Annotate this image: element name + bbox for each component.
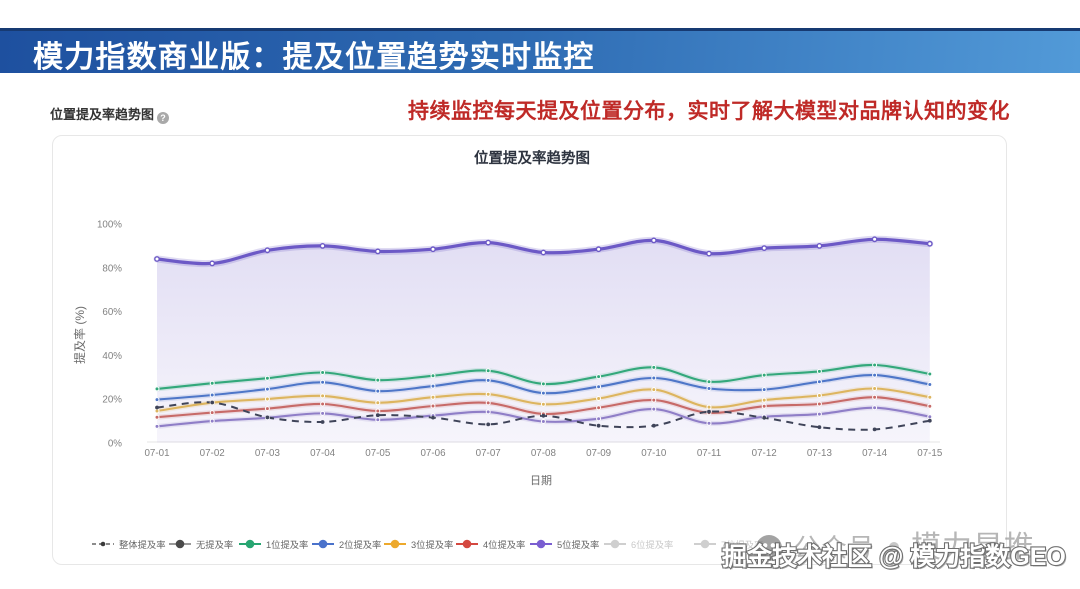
svg-text:07-03: 07-03 [255,448,281,459]
svg-text:提及率 (%): 提及率 (%) [72,306,87,364]
svg-text:7位提及率: 7位提及率 [721,539,763,550]
svg-text:07-02: 07-02 [200,448,225,459]
svg-text:07-10: 07-10 [641,448,667,459]
svg-text:6位提及率: 6位提及率 [631,539,673,550]
svg-text:07-12: 07-12 [752,448,777,459]
svg-text:60%: 60% [102,307,122,318]
svg-text:07-07: 07-07 [476,448,501,459]
svg-text:1位提及率: 1位提及率 [266,539,308,550]
svg-text:100%: 100% [97,220,122,231]
svg-text:位置提及率趋势图: 位置提及率趋势图 [474,149,590,167]
svg-text:07-01: 07-01 [144,448,169,459]
svg-text:4位提及率: 4位提及率 [483,539,525,550]
svg-text:40%: 40% [102,351,122,362]
svg-text:07-15: 07-15 [917,448,943,459]
svg-text:5位提及率: 5位提及率 [557,539,599,550]
svg-text:07-05: 07-05 [365,448,391,459]
svg-text:07-09: 07-09 [586,448,611,459]
svg-text:07-14: 07-14 [862,448,888,459]
svg-text:07-08: 07-08 [531,448,557,459]
svg-text:3位提及率: 3位提及率 [411,539,453,550]
svg-text:07-13: 07-13 [807,448,833,459]
svg-text:20%: 20% [102,395,122,406]
svg-text:07-11: 07-11 [697,448,721,459]
svg-text:0%: 0% [108,439,122,450]
svg-text:无提及率: 无提及率 [196,539,233,550]
svg-text:日期: 日期 [530,474,552,487]
svg-text:07-06: 07-06 [420,448,446,459]
svg-text:07-04: 07-04 [310,448,336,459]
svg-text:80%: 80% [102,263,122,274]
svg-text:整体提及率: 整体提及率 [119,539,166,550]
svg-text:2位提及率: 2位提及率 [339,539,381,550]
